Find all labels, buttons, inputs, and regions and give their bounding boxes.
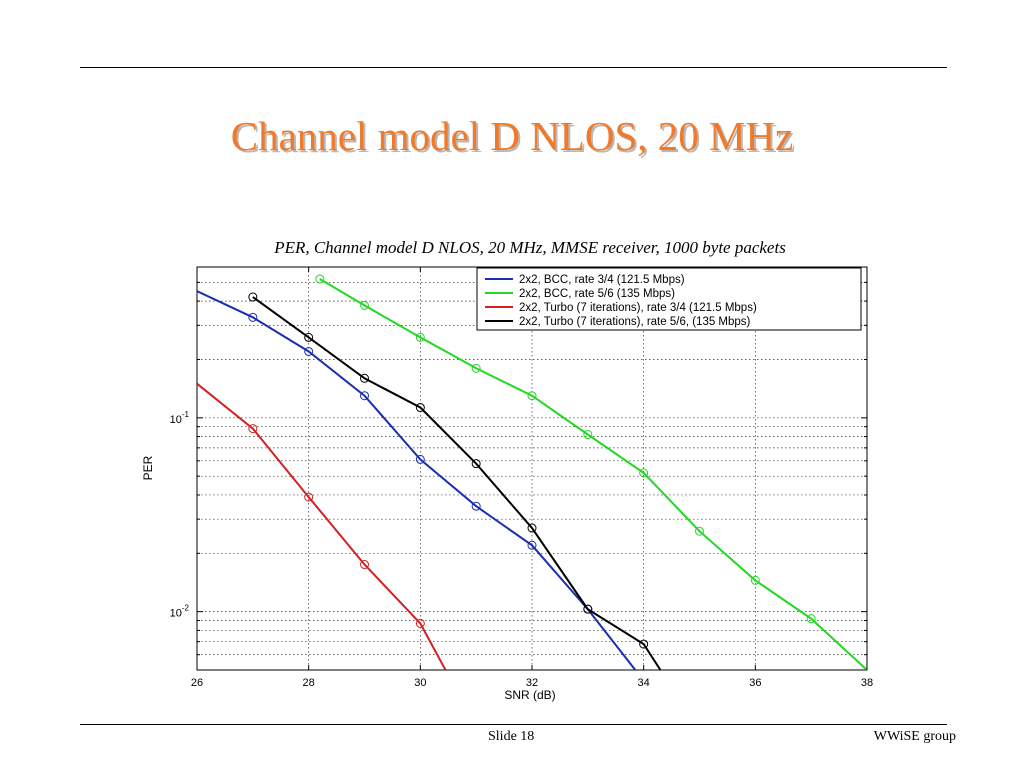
data-point [695, 526, 704, 536]
data-point [248, 312, 258, 322]
x-tick-label: 36 [749, 677, 761, 689]
legend-box [476, 267, 862, 331]
data-point [639, 639, 649, 649]
data-point [527, 540, 537, 550]
per-chart: PER, Channel model D NLOS, 20 MHz, MMSE … [130, 228, 910, 704]
x-tick-label: 32 [526, 677, 538, 689]
data-point [471, 459, 481, 469]
series-line-4 [252, 296, 662, 670]
legend-label-3: 2x2, Turbo (7 iterations), rate 3/4 (121… [519, 302, 757, 314]
data-point [304, 332, 314, 342]
y-axis-label: PER [141, 455, 155, 480]
data-point [527, 523, 537, 533]
data-point [304, 346, 314, 356]
data-point [471, 363, 481, 373]
legend-label-1: 2x2, BCC, rate 3/4 (121.5 Mbps) [519, 274, 685, 286]
chart-title: PER, Channel model D NLOS, 20 MHz, MMSE … [273, 238, 786, 257]
y-tick-label: 10-2 [170, 604, 190, 620]
chart-svg: PER, Channel model D NLOS, 20 MHz, MMSE … [141, 238, 873, 702]
bottom-rule [80, 724, 947, 725]
data-point [639, 468, 649, 478]
data-point [806, 614, 816, 624]
data-point [750, 575, 760, 585]
data-point [415, 332, 425, 342]
data-point [415, 454, 425, 464]
data-point [248, 424, 258, 434]
data-point [415, 618, 425, 628]
data-point [360, 391, 369, 401]
slide-number: Slide 18 [488, 729, 535, 744]
y-tick-label: 10-1 [170, 410, 190, 426]
x-axis-label: SNR (dB) [504, 688, 555, 702]
series-line-3 [197, 382, 447, 670]
data-point [304, 492, 314, 502]
series-layer [197, 274, 867, 670]
x-tick-label: 30 [414, 677, 426, 689]
data-point [360, 560, 369, 570]
data-point [415, 403, 425, 413]
x-tick-label: 38 [861, 677, 873, 689]
data-point [315, 274, 325, 284]
series-line-2 [319, 278, 867, 670]
x-tick-label: 26 [191, 677, 203, 689]
data-point [471, 501, 481, 511]
data-point [360, 300, 369, 310]
x-tick-label: 34 [638, 677, 650, 689]
data-point [527, 391, 537, 401]
x-tick-label: 28 [303, 677, 315, 689]
series-line-1 [197, 290, 637, 670]
data-point [248, 292, 258, 302]
footer-group-name: WWiSE group [873, 729, 956, 744]
legend: 2x2, BCC, rate 3/4 (121.5 Mbps) 2x2, BCC,… [476, 267, 862, 331]
legend-label-4: 2x2, Turbo (7 iterations), rate 5/6, (13… [519, 316, 751, 328]
data-point [583, 430, 593, 440]
legend-label-2: 2x2, BCC, rate 5/6 (135 Mbps) [519, 288, 675, 300]
axes: 26 28 30 32 34 36 38 10-1 10-2 [170, 267, 873, 689]
data-point [360, 373, 369, 383]
data-point [583, 604, 593, 614]
top-rule [80, 67, 947, 68]
slide-title: Channel model D NLOS, 20 MHz [230, 113, 794, 159]
